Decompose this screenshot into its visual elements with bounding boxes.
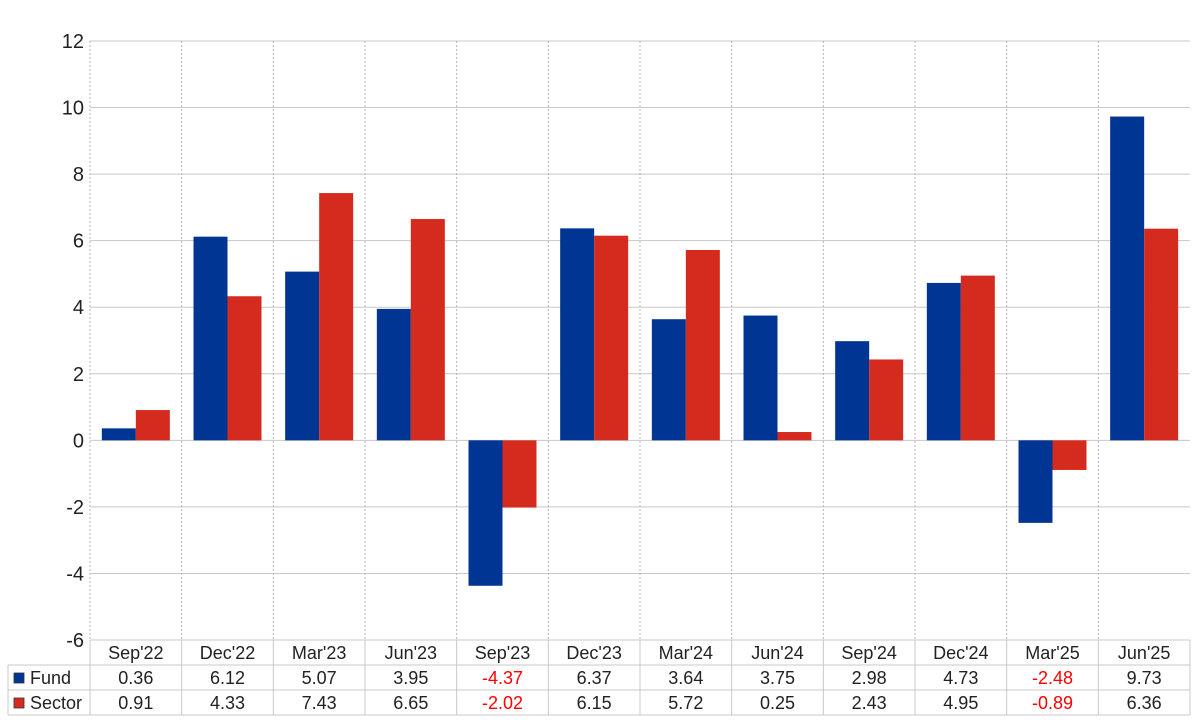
y-tick-label: 2 [73,364,84,386]
data-label-sector: 5.72 [668,693,703,713]
bar-sector [685,249,720,441]
data-label-fund: 3.75 [760,668,795,688]
y-tick-label: 12 [62,31,84,53]
data-label-sector: 4.33 [210,693,245,713]
y-tick-label: -4 [66,563,84,585]
bar-fund [743,315,778,441]
bars-layer [101,116,1179,586]
legend-swatch-fund [13,672,25,684]
x-tick-label: Sep'23 [475,643,531,663]
legend-label-fund: Fund [30,668,71,688]
x-tick-label: Mar'25 [1025,643,1079,663]
data-label-sector: 0.91 [118,693,153,713]
legend-label-sector: Sector [30,693,82,713]
x-tick-label: Sep'24 [841,643,897,663]
bar-fund [193,236,228,441]
bar-fund [1018,440,1053,523]
y-tick-label: -6 [66,630,84,652]
data-label-sector: 7.43 [302,693,337,713]
x-tick-label: Jun'24 [751,643,803,663]
bar-sector [227,296,262,441]
bar-sector [1052,440,1087,470]
data-label-fund: -2.48 [1032,668,1073,688]
data-label-fund: 0.36 [118,668,153,688]
data-label-sector: 6.65 [393,693,428,713]
data-label-sector: 6.15 [577,693,612,713]
bar-sector [135,410,170,441]
bar-fund [468,440,503,586]
bar-fund [835,341,870,441]
bar-sector [502,440,537,508]
y-tick-label: 10 [62,98,84,120]
bar-sector [1144,228,1179,441]
data-label-fund: 3.64 [668,668,703,688]
data-label-fund: 2.98 [852,668,887,688]
x-tick-label: Dec'24 [933,643,988,663]
bar-fund [926,282,961,441]
data-label-sector: 4.95 [943,693,978,713]
x-tick-label: Mar'23 [292,643,346,663]
data-table: Sep'22 Dec'22 Mar'23 Jun'23 Sep'23 Dec'23 Mar'… [7,639,1191,716]
bar-sector [319,193,354,441]
bar-fund [651,319,686,441]
data-label-fund: -4.37 [482,668,523,688]
y-tick-label: -2 [66,497,84,519]
y-tick-label: 4 [73,297,84,319]
data-label-sector: 0.25 [760,693,795,713]
x-tick-label: Dec'22 [200,643,255,663]
x-tick-label: Jun'25 [1118,643,1170,663]
data-label-sector: 6.36 [1127,693,1162,713]
bar-fund [560,228,595,441]
bar-fund [101,428,136,441]
data-label-sector: 2.43 [852,693,887,713]
y-tick-label: 8 [73,164,84,186]
grid-layer [89,40,1190,641]
data-label-fund: 6.12 [210,668,245,688]
bar-sector [594,235,629,441]
x-tick-label: Jun'23 [385,643,437,663]
y-tick-label: 6 [73,231,84,253]
data-label-fund: 3.95 [393,668,428,688]
data-label-fund: 5.07 [302,668,337,688]
y-tick-label: 0 [73,430,84,452]
bar-sector [410,219,445,441]
data-label-sector: -2.02 [482,693,523,713]
x-tick-label: Dec'23 [566,643,621,663]
bar-fund [1110,116,1145,441]
bar-sector [777,432,812,441]
data-label-sector: -0.89 [1032,693,1073,713]
bar-sector [869,359,904,441]
legend-swatch-sector [13,697,25,709]
data-label-fund: 6.37 [577,668,612,688]
bar-fund [376,308,411,441]
x-tick-label: Mar'24 [659,643,713,663]
data-label-fund: 4.73 [943,668,978,688]
bar-sector [960,275,995,441]
axis-layer: -6 -4 -2 0 2 4 6 8 10 12 [62,31,84,652]
data-label-fund: 9.73 [1127,668,1162,688]
bar-fund [285,271,320,441]
x-tick-label: Sep'22 [108,643,164,663]
